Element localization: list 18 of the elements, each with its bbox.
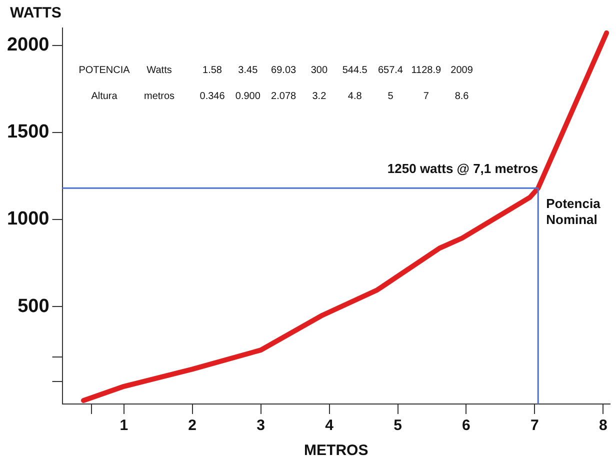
annotation: 1250 watts @ 7,1 metros [387, 161, 538, 176]
x-tick-label: 6 [462, 417, 470, 434]
y-tick-label: 1500 [6, 122, 50, 143]
x-tick-label: 3 [256, 417, 265, 434]
annotation: Potencia Nominal [546, 196, 602, 228]
x-tick-label: 7 [530, 417, 539, 434]
x-tick-label: 4 [325, 417, 334, 434]
text: Altura metros 0.346 0.900 2.078 3.2 4.8 5 7 8.6 [91, 90, 469, 102]
x-tick-label: 2 [188, 417, 197, 434]
y-tick-label: 2000 [6, 34, 50, 56]
y-tick-label: 1000 [6, 208, 50, 230]
text: POTENCIA Watts 1.58 3.45 69.03 300 544.5 657.4 1128.9 2009 [78, 64, 473, 76]
y-axis-title: WATTS [10, 4, 62, 22]
x-tick-label: 8 [598, 417, 608, 434]
x-tick-label: 5 [394, 417, 402, 434]
x-axis-title: METROS [304, 442, 368, 460]
x-tick-label: 1 [120, 417, 128, 434]
y-tick-label: 500 [18, 296, 50, 317]
